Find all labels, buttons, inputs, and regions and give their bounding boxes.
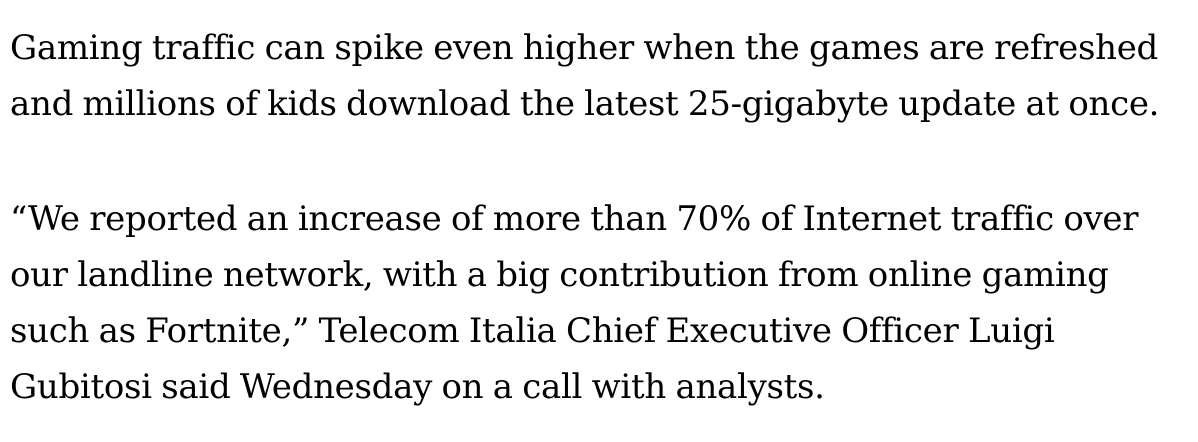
article-paragraph-telecom-italia-quote: “We reported an increase of more than 70…	[10, 199, 1139, 407]
article-paragraph-gaming-traffic: Gaming traffic can spike even higher whe…	[10, 28, 1160, 124]
article-body: Gaming traffic can spike even higher whe…	[10, 20, 1190, 415]
